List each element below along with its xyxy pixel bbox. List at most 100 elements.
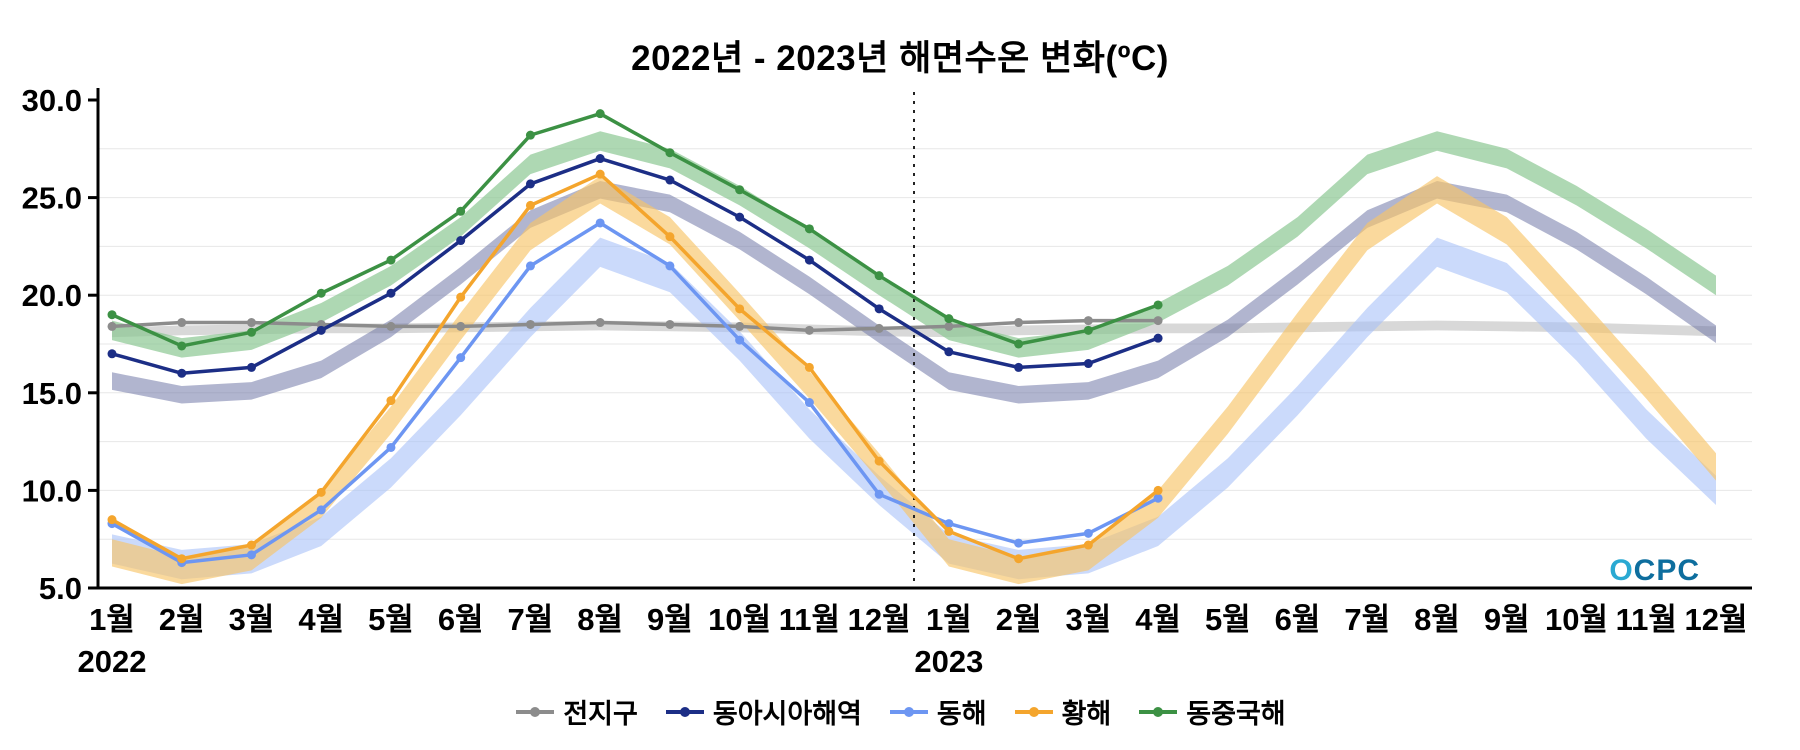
x-tick-label: 5월	[368, 602, 414, 637]
y-tick-label: 30.0	[22, 83, 82, 118]
series-marker-yellow-sea	[1014, 554, 1024, 564]
series-marker-east-asia	[874, 304, 884, 314]
x-tick-label: 10월	[708, 602, 771, 637]
x-tick-label: 2월	[996, 602, 1042, 637]
series-marker-global	[665, 319, 675, 329]
x-tick-label: 6월	[1275, 602, 1321, 637]
y-tick-label: 25.0	[22, 181, 82, 216]
series-marker-yellow-sea	[456, 292, 466, 302]
axes: 30.025.020.015.010.05.01월 2월 3월 4월 5월 6월 7월 8월 9…	[22, 83, 1752, 679]
legend-label-global: 전지구	[563, 699, 638, 729]
series-marker-east-china-sea	[1083, 325, 1093, 335]
series-marker-east-sea	[735, 335, 745, 345]
series-marker-global	[944, 321, 954, 331]
series-marker-east-asia	[804, 255, 814, 265]
series-marker-yellow-sea	[107, 515, 117, 525]
series-marker-east-china-sea	[246, 327, 256, 337]
series-marker-yellow-sea	[525, 200, 535, 210]
y-tick-label: 20.0	[22, 278, 82, 313]
series-marker-east-china-sea	[944, 314, 954, 324]
legend-label-east-sea: 동해	[936, 699, 987, 729]
legend-item-east-asia: 동아시아해역	[664, 692, 862, 731]
series-marker-east-sea	[386, 442, 396, 452]
x-tick-label: 4월	[298, 602, 344, 637]
series-marker-yellow-sea	[735, 304, 745, 314]
legend-item-east-sea: 동해	[888, 692, 987, 731]
series-marker-east-sea	[246, 550, 256, 560]
series-marker-global	[525, 319, 535, 329]
x-tick-label: 8월	[577, 602, 623, 637]
series-marker-east-sea	[1014, 538, 1024, 548]
series-marker-global	[386, 321, 396, 331]
series-marker-east-sea	[316, 505, 326, 515]
series-marker-east-sea	[595, 218, 605, 228]
x-tick-label: 1월	[89, 602, 135, 637]
series-marker-east-asia	[735, 212, 745, 222]
y-tick-label: 5.0	[39, 571, 82, 606]
series-line-east-asia	[110, 156, 1160, 376]
series-marker-global	[1153, 316, 1163, 326]
x-tick-label: 9월	[647, 602, 693, 637]
series-marker-east-sea	[944, 519, 954, 529]
chart-title: 2022년 - 2023년 해면수온 변화(ºC)	[631, 39, 1169, 78]
series-marker-global	[246, 318, 256, 328]
x-tick-label: 2월	[159, 602, 205, 637]
series-marker-yellow-sea	[386, 396, 396, 406]
series-marker-global	[874, 323, 884, 333]
series-marker-east-china-sea	[735, 185, 745, 195]
series-marker-global	[177, 318, 187, 328]
series-marker-east-china-sea	[386, 255, 396, 265]
series-marker-yellow-sea	[874, 456, 884, 466]
series-marker-yellow-sea	[804, 362, 814, 372]
series-marker-east-sea	[456, 353, 466, 363]
series-marker-global	[107, 321, 117, 331]
series-marker-yellow-sea	[595, 169, 605, 179]
series-marker-east-asia	[595, 154, 605, 164]
series-marker-yellow-sea	[944, 526, 954, 536]
year-label: 2023	[914, 644, 983, 679]
ocpc-logo-mark: O	[1609, 554, 1634, 587]
x-tick-label: 1월	[926, 602, 972, 637]
series-marker-east-asia	[665, 175, 675, 185]
series-marker-east-china-sea	[874, 271, 884, 281]
series-marker-global	[456, 321, 466, 331]
series-marker-east-asia	[456, 236, 466, 246]
legend-marker-east-asia	[665, 706, 704, 717]
series-marker-east-china-sea	[316, 288, 326, 298]
series-marker-global	[1083, 316, 1093, 326]
series-marker-east-asia	[1014, 362, 1024, 372]
series-marker-global	[1014, 318, 1024, 328]
series-marker-yellow-sea	[665, 232, 675, 242]
series-marker-east-asia	[525, 179, 535, 189]
x-tick-label: 12월	[1684, 602, 1747, 637]
legend-marker-east-china-sea	[1139, 706, 1178, 717]
x-tick-label: 6월	[438, 602, 484, 637]
legend-marker-yellow-sea	[1014, 706, 1053, 717]
series-marker-east-asia	[316, 325, 326, 335]
series-marker-yellow-sea	[246, 540, 256, 550]
y-tick-label: 15.0	[22, 376, 82, 411]
x-tick-label: 10월	[1545, 602, 1608, 637]
series-marker-east-asia	[177, 368, 187, 378]
x-tick-label: 11월	[1616, 602, 1677, 637]
series-marker-east-china-sea	[456, 206, 466, 216]
series-line-yellow-sea	[110, 172, 1160, 561]
x-tick-label: 3월	[229, 602, 275, 637]
legend-label-yellow-sea: 황해	[1061, 699, 1112, 729]
chart-legend: 전지구 동아시아해역 동해 황해 동중국해	[0, 692, 1800, 731]
x-tick-label: 5월	[1205, 602, 1251, 637]
series-marker-east-asia	[1083, 359, 1093, 369]
series-marker-east-asia	[246, 362, 256, 372]
series-line-east-china-sea	[110, 111, 1160, 348]
x-tick-label: 3월	[1065, 602, 1111, 637]
series-marker-east-china-sea	[1014, 339, 1024, 349]
series-marker-east-sea	[804, 398, 814, 408]
series-marker-global	[595, 318, 605, 328]
y-tick-label: 10.0	[22, 473, 82, 508]
series-marker-yellow-sea	[316, 487, 326, 497]
x-tick-label: 8월	[1414, 602, 1460, 637]
legend-item-global: 전지구	[514, 692, 638, 731]
series-marker-east-sea	[874, 489, 884, 499]
